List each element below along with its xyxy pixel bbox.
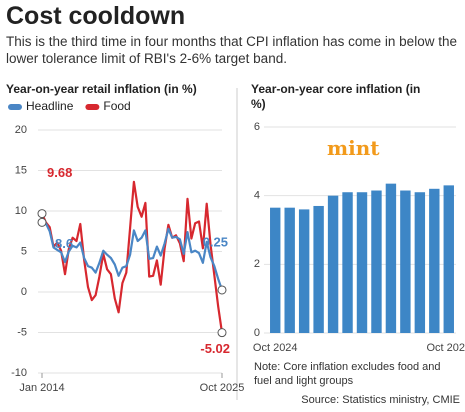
chart-title: Year-on-year retail inflation (in %) [6,82,197,96]
bar [284,207,295,333]
bar [270,207,281,333]
x-tick-label: Oct 2025 [426,342,465,354]
bar [313,205,324,333]
y-tick-label: 5 [21,245,27,257]
legend-label: Headline [26,99,74,113]
line-series [41,221,224,291]
y-tick-label: -10 [11,367,27,379]
y-tick-label: 15 [15,164,27,176]
y-tick-label: 0 [21,286,27,298]
y-tick-label: 10 [15,205,27,217]
bar [400,190,411,333]
y-tick-label: 6 [254,121,260,133]
line-series [40,180,224,333]
x-tick-label: Oct 2025 [200,382,245,394]
end-marker [37,217,47,227]
value-label: 0.25 [203,234,228,249]
chart-title: Year-on-year core inflation (in %) [251,82,421,111]
y-tick-label: -5 [17,326,27,338]
value-label: 9.68 [47,165,72,180]
legend-swatch [8,104,22,110]
end-marker [217,328,227,338]
y-tick-label: 4 [254,190,260,202]
y-tick-label: 20 [15,124,27,136]
bar [443,185,454,333]
value-label: -5.02 [200,341,230,356]
bar [342,192,353,333]
bar [298,209,310,333]
end-marker [217,285,227,295]
subtitle: This is the third time in four months th… [6,34,457,66]
brand-logo: mint [327,136,380,160]
x-tick-label: Jan 2014 [19,382,64,394]
source: Source: Statistics ministry, CMIE [301,394,460,406]
legend-label: Food [103,99,130,113]
legend-swatch [85,104,100,110]
x-tick-label: Oct 2024 [253,342,298,354]
end-marker [37,209,47,219]
note: Note: Core inflation excludes food and f… [254,361,441,387]
bar [429,188,440,333]
y-tick-label: 2 [254,258,260,270]
bar [356,192,368,333]
y-tick-label: 0 [254,327,260,339]
bar [414,192,426,333]
page-title: Cost cooldown [6,2,186,30]
bar [371,190,382,333]
bar [385,183,397,333]
value-label: 8.6 [55,236,73,251]
bar [327,195,339,333]
